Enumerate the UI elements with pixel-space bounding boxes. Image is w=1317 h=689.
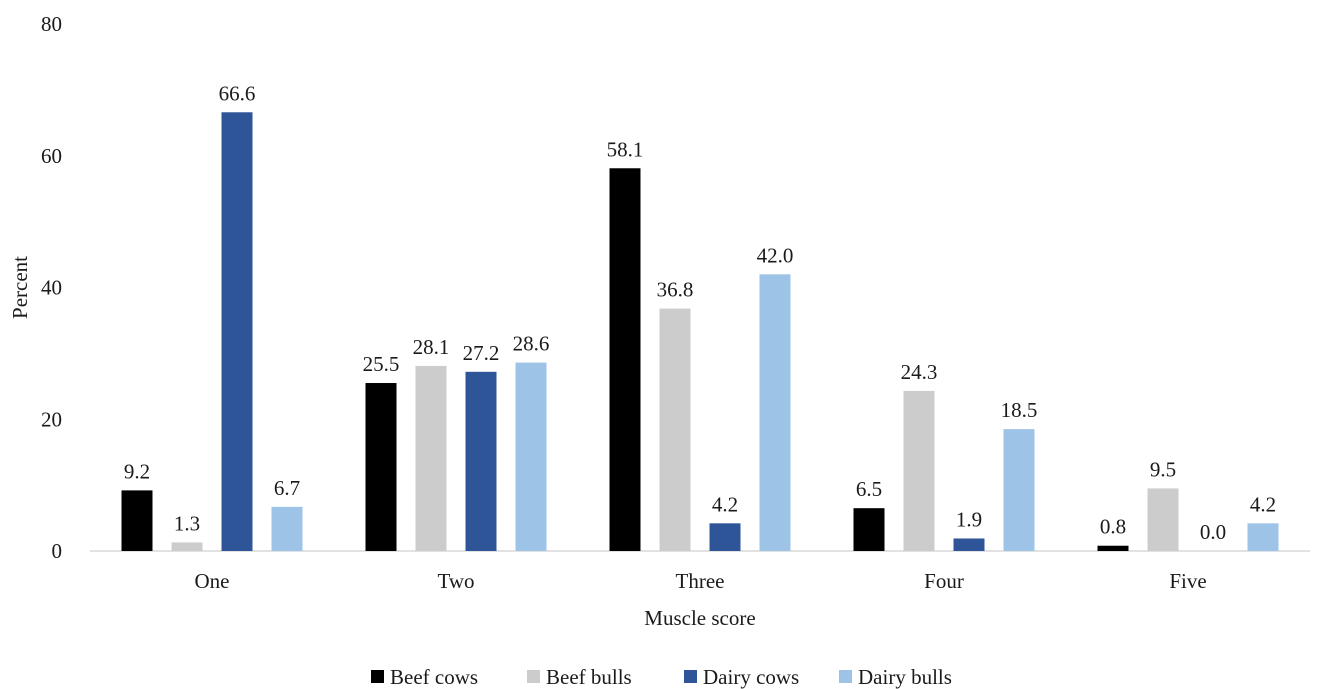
bar xyxy=(121,490,153,551)
bar xyxy=(221,112,253,552)
bar-value-label: 28.1 xyxy=(413,335,450,359)
bar xyxy=(465,371,497,551)
bar-value-label: 9.5 xyxy=(1150,457,1176,481)
bar-value-label: 0.8 xyxy=(1100,515,1126,539)
bar-value-label: 6.5 xyxy=(856,477,882,501)
bar-value-label: 28.6 xyxy=(513,332,550,356)
bar-value-label: 18.5 xyxy=(1001,398,1038,422)
bar-value-label: 58.1 xyxy=(607,137,644,161)
legend-label: Dairy cows xyxy=(703,665,799,689)
bars xyxy=(121,112,1279,552)
legend-item: Dairy cows xyxy=(684,665,799,689)
bar xyxy=(903,390,935,551)
bar-value-label: 1.3 xyxy=(174,511,200,535)
bar xyxy=(415,365,447,551)
bar xyxy=(365,383,397,551)
x-tick-label: One xyxy=(195,569,230,593)
x-tick-label: Three xyxy=(676,569,725,593)
bar xyxy=(709,523,741,551)
bar xyxy=(853,508,885,551)
bar xyxy=(759,274,791,551)
data-labels: 9.2 1.3 66.6 6.7 25.5 28.1 27.2 28.6 58.1 36.8 4.2… xyxy=(124,81,1276,544)
bar-value-label: 0.0 xyxy=(1200,520,1226,544)
x-tick-label: Four xyxy=(924,569,964,593)
x-tick-label: Two xyxy=(437,569,474,593)
y-tick-label: 40 xyxy=(41,276,62,300)
legend-swatch xyxy=(527,670,540,683)
bar-value-label: 24.3 xyxy=(901,360,938,384)
bar xyxy=(1097,545,1129,551)
legend-item: Beef bulls xyxy=(527,665,632,689)
bar-value-label: 6.7 xyxy=(274,476,300,500)
legend-label: Beef bulls xyxy=(546,665,632,689)
legend-swatch xyxy=(839,670,852,683)
bar-value-label: 1.9 xyxy=(956,507,982,531)
legend-label: Dairy bulls xyxy=(858,665,952,689)
bar xyxy=(659,308,691,551)
legend-label: Beef cows xyxy=(390,665,478,689)
bar xyxy=(1003,429,1035,551)
y-axis-ticks: 0 20 40 60 80 xyxy=(41,12,62,563)
bar xyxy=(171,542,203,551)
legend-item: Dairy bulls xyxy=(839,665,952,689)
x-tick-label: Five xyxy=(1169,569,1206,593)
bar-value-label: 4.2 xyxy=(712,492,738,516)
bar xyxy=(271,506,303,551)
bar-value-label: 27.2 xyxy=(463,341,500,365)
bar xyxy=(609,168,641,552)
y-axis-title: Percent xyxy=(8,256,32,319)
bar xyxy=(953,538,985,551)
bar xyxy=(1147,488,1179,551)
bar-value-label: 9.2 xyxy=(124,459,150,483)
bar xyxy=(515,362,547,551)
y-tick-label: 60 xyxy=(41,144,62,168)
bar-value-label: 4.2 xyxy=(1250,492,1276,516)
x-axis-category-labels: One Two Three Four Five xyxy=(195,569,1207,593)
y-tick-label: 20 xyxy=(41,407,62,431)
legend-swatch xyxy=(371,670,384,683)
bar-value-label: 42.0 xyxy=(757,243,794,267)
bar-value-label: 36.8 xyxy=(657,278,694,302)
bar-value-label: 66.6 xyxy=(219,81,256,105)
legend-item: Beef cows xyxy=(371,665,478,689)
bar-value-label: 25.5 xyxy=(363,352,400,376)
legend-swatch xyxy=(684,670,697,683)
x-axis-title: Muscle score xyxy=(644,606,755,630)
legend: Beef cows Beef bulls Dairy cows Dairy bulls xyxy=(371,665,952,689)
y-tick-label: 80 xyxy=(41,12,62,36)
bar xyxy=(1247,523,1279,551)
y-tick-label: 0 xyxy=(52,539,63,563)
